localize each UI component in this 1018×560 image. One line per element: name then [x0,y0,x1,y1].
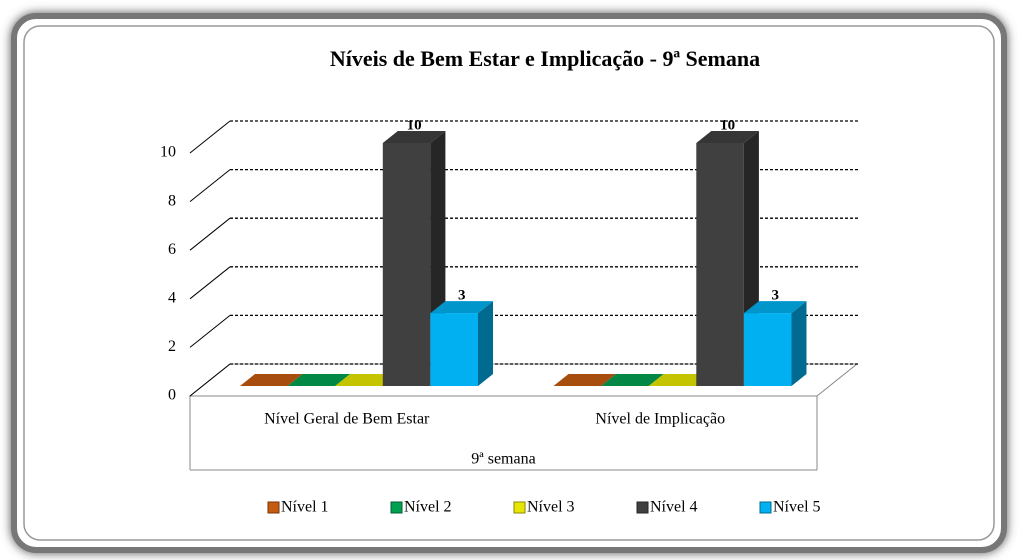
y-tick-label: 10 [160,144,176,161]
x-tick-label: Nível de Implicação [595,411,725,428]
legend-label: Nível 1 [281,499,329,516]
bar-top [553,374,617,386]
y-tick-label: 2 [168,338,176,355]
data-label: 3 [458,288,466,304]
y-tick-label: 6 [168,241,176,258]
bar [430,313,478,386]
y-tick-label: 0 [168,387,176,404]
bar-top [335,374,398,386]
legend-label: Nível 3 [527,499,575,516]
y-tick-label: 4 [168,289,176,306]
grid-line [189,266,231,300]
bar [696,143,744,386]
bar-top [240,374,303,386]
bar-top [743,301,807,314]
legend-label: Nível 2 [404,499,452,516]
bar-side [791,301,807,386]
grid-line [189,169,231,202]
data-label: 10 [720,117,735,133]
legend-swatch [390,501,403,514]
legend-swatch [513,501,526,514]
bar-side [478,301,493,386]
grid-line [189,120,231,154]
legend-label: Nível 4 [650,499,698,516]
bar-top [382,131,446,143]
legend-swatch [267,501,280,514]
bar-top [696,131,759,143]
chart-title: Níveis de Bem Estar e Implicação - 9ª Se… [330,46,760,71]
legend-swatch [759,501,772,514]
data-label: 10 [407,117,422,133]
data-label: 3 [771,288,779,304]
x-tick-label: Nível Geral de Bem Estar [264,411,430,428]
bar-top [601,374,664,386]
y-tick-label: 8 [168,192,176,209]
bar-top [287,374,351,386]
legend-swatch [636,501,649,514]
grid-line [189,217,231,251]
bar [743,313,792,386]
bar [382,143,431,386]
bar-top [648,374,712,386]
bar-top [430,301,493,314]
grid-line [189,363,231,397]
group-label: 9ª semana [471,451,535,468]
legend-label: Nível 5 [773,499,821,516]
grid-line [189,315,231,348]
